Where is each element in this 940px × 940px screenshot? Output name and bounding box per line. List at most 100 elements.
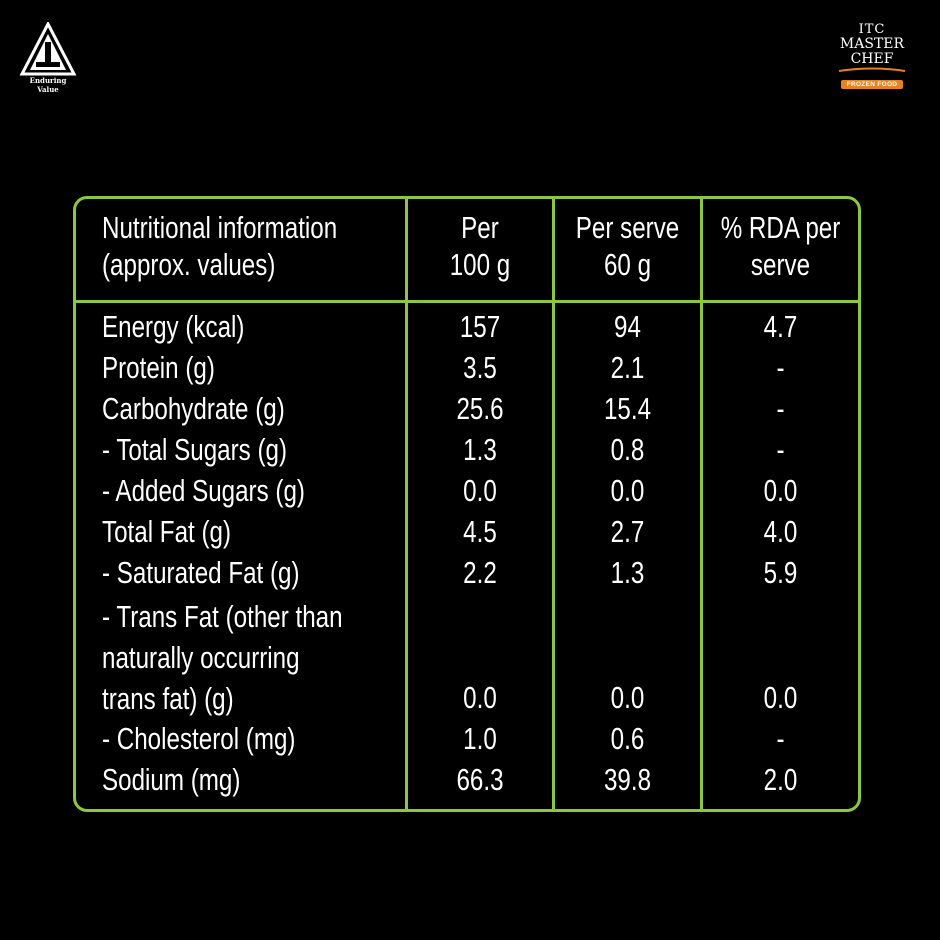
header-per-serve: Per serve 60 g — [555, 209, 700, 283]
value-text: 2.1 — [610, 350, 645, 385]
per-100g-value: 25.6 — [408, 391, 552, 427]
nutrient-label-text: Sodium (mg) — [102, 762, 241, 797]
value-text: 0.8 — [610, 432, 645, 467]
value-text: 0.0 — [610, 680, 645, 715]
value-text: 2.0 — [763, 762, 798, 797]
per-100g-value: 157 — [408, 309, 552, 345]
value-text: 1.0 — [463, 721, 497, 756]
masterchef-logo: ITC MASTER CHEF FROZEN FOOD — [828, 22, 916, 89]
per-100g-value: 4.5 — [408, 514, 552, 550]
per-100g-value: 3.5 — [408, 350, 552, 386]
table-row: Protein (g) 3.5 2.1 - — [76, 350, 858, 391]
nutrient-label: - Cholesterol (mg) — [102, 721, 350, 757]
value-text: 4.0 — [763, 514, 798, 549]
value-text: 157 — [459, 309, 501, 344]
per-serve-value: 94 — [555, 309, 700, 345]
nutrient-label-text: - Cholesterol (mg) — [102, 721, 296, 756]
masterchef-line-2: MASTER — [839, 36, 905, 52]
value-text: 15.4 — [603, 391, 652, 426]
itc-triangle-icon — [19, 22, 77, 76]
nutrient-label-text: - Total Sugars (g) — [102, 432, 288, 467]
masterchef-line-3: CHEF — [850, 51, 894, 67]
nutrient-label-text: Energy (kcal) — [102, 309, 245, 344]
per-serve-value: 15.4 — [555, 391, 700, 427]
rda-value: 0.0 — [703, 473, 858, 509]
value-text: - — [776, 391, 785, 426]
value-text: 0.0 — [463, 473, 497, 508]
nutrient-label: Sodium (mg) — [102, 762, 279, 798]
value-text: 66.3 — [456, 762, 504, 797]
value-text: 94 — [614, 309, 641, 344]
header-line: serve — [750, 247, 811, 282]
rda-value: - — [703, 432, 858, 468]
table-row: Sodium (mg) 66.3 39.8 2.0 — [76, 762, 858, 803]
column-divider — [552, 199, 555, 809]
value-text: 0.0 — [763, 680, 798, 715]
nutrient-label: - Total Sugars (g) — [102, 432, 339, 468]
table-row: Total Fat (g) 4.5 2.7 4.0 — [76, 514, 858, 555]
header-line: (approx. values) — [102, 247, 276, 282]
column-divider — [700, 199, 703, 809]
table-row: Energy (kcal) 157 94 4.7 — [76, 309, 858, 350]
nutrient-label-text: Protein (g) — [102, 350, 215, 385]
nutrient-label: Carbohydrate (g) — [102, 391, 336, 427]
per-serve-value: 2.1 — [555, 350, 700, 386]
itc-logo: Enduring Value — [18, 22, 78, 94]
header-line: Per — [461, 210, 499, 245]
table-row: - Trans Fat (other than naturally occurr… — [76, 596, 858, 719]
nutrient-label: - Added Sugars (g) — [102, 473, 362, 509]
nutrient-label-text: Total Fat (g) — [102, 514, 232, 549]
rda-value: - — [703, 391, 858, 427]
nutrient-label-text: - Trans Fat (other than naturally occurr… — [102, 599, 343, 716]
value-text: - — [776, 721, 785, 756]
per-100g-value: 2.2 — [408, 555, 552, 591]
value-text: 5.9 — [763, 555, 798, 590]
nutrition-table: Nutritional information (approx. values)… — [73, 196, 861, 812]
table-row: - Added Sugars (g) 0.0 0.0 0.0 — [76, 473, 858, 514]
header-per-100g: Per 100 g — [408, 209, 552, 283]
rda-value: 4.7 — [703, 309, 858, 345]
per-serve-value: 39.8 — [555, 762, 700, 798]
swoosh-icon — [838, 67, 906, 72]
header-nutritional-information: Nutritional information (approx. values) — [102, 209, 404, 283]
per-100g-value: 1.3 — [408, 432, 552, 468]
per-serve-value: 0.0 — [555, 473, 700, 509]
value-text: 1.3 — [463, 432, 497, 467]
value-text: 0.0 — [763, 473, 798, 508]
table-row: - Saturated Fat (g) 2.2 1.3 5.9 — [76, 555, 858, 596]
per-100g-value: 0.0 — [408, 473, 552, 509]
rda-value: 2.0 — [703, 762, 858, 798]
nutrient-label: - Saturated Fat (g) — [102, 555, 355, 591]
nutrient-label: Protein (g) — [102, 350, 247, 386]
value-text: 1.3 — [610, 555, 645, 590]
value-text: 2.2 — [463, 555, 497, 590]
nutrient-label-text: - Saturated Fat (g) — [102, 555, 300, 590]
column-divider — [405, 199, 408, 809]
nutrient-label-text: - Added Sugars (g) — [102, 473, 305, 508]
rda-value: 5.9 — [703, 555, 858, 591]
rda-value: 0.0 — [703, 680, 858, 716]
value-text: 39.8 — [603, 762, 652, 797]
nutrient-label: - Trans Fat (other than naturally occurr… — [102, 596, 410, 719]
value-text: 0.6 — [610, 721, 645, 756]
header-line: Nutritional information — [102, 210, 338, 245]
value-text: 4.5 — [463, 514, 497, 549]
nutrient-label: Total Fat (g) — [102, 514, 267, 550]
per-serve-value: 0.0 — [555, 680, 700, 716]
rda-value: 4.0 — [703, 514, 858, 550]
header-line: Per serve — [575, 210, 680, 245]
value-text: - — [776, 350, 785, 385]
value-text: 0.0 — [610, 473, 645, 508]
table-row: - Cholesterol (mg) 1.0 0.6 - — [76, 721, 858, 762]
value-text: - — [776, 432, 785, 467]
masterchef-line-1: ITC — [858, 22, 886, 37]
value-text: 0.0 — [463, 680, 497, 715]
per-100g-value: 1.0 — [408, 721, 552, 757]
header-divider — [76, 300, 858, 303]
value-text: 4.7 — [763, 309, 798, 344]
rda-value: - — [703, 721, 858, 757]
header-line: 100 g — [449, 247, 511, 282]
header-rda: % RDA per serve — [703, 209, 858, 283]
per-100g-value: 66.3 — [408, 762, 552, 798]
itc-tagline: Enduring Value — [29, 76, 67, 94]
